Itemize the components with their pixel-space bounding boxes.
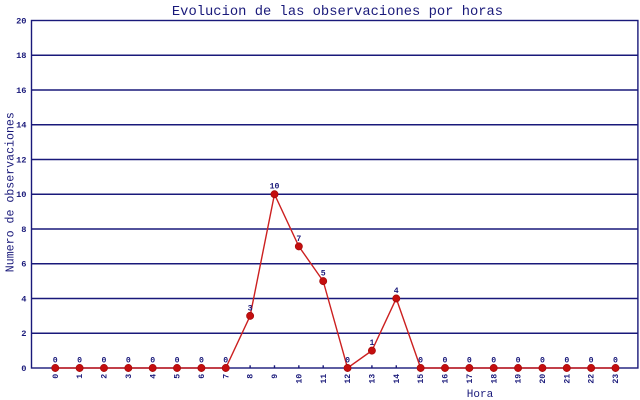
svg-text:0: 0 xyxy=(126,356,131,365)
svg-text:13: 13 xyxy=(369,374,378,384)
svg-text:0: 0 xyxy=(491,356,496,365)
svg-text:7: 7 xyxy=(296,235,301,244)
svg-text:1: 1 xyxy=(369,339,374,348)
svg-text:19: 19 xyxy=(515,374,524,384)
svg-text:23: 23 xyxy=(612,374,621,384)
svg-text:8: 8 xyxy=(21,225,26,235)
svg-text:0: 0 xyxy=(443,356,448,365)
svg-text:0: 0 xyxy=(175,356,180,365)
svg-text:11: 11 xyxy=(320,374,329,384)
svg-text:0: 0 xyxy=(77,356,82,365)
svg-text:4: 4 xyxy=(149,374,158,379)
svg-text:4: 4 xyxy=(394,287,399,296)
svg-text:0: 0 xyxy=(516,356,521,365)
svg-text:12: 12 xyxy=(344,374,353,384)
svg-text:0: 0 xyxy=(102,356,107,365)
svg-text:18: 18 xyxy=(16,51,26,61)
svg-text:0: 0 xyxy=(223,356,228,365)
svg-text:0: 0 xyxy=(199,356,204,365)
svg-text:9: 9 xyxy=(271,374,280,379)
svg-text:3: 3 xyxy=(125,374,134,379)
svg-text:0: 0 xyxy=(21,364,26,374)
svg-text:20: 20 xyxy=(539,374,548,384)
svg-text:7: 7 xyxy=(222,374,231,379)
svg-text:0: 0 xyxy=(418,356,423,365)
svg-text:0: 0 xyxy=(540,356,545,365)
svg-text:5: 5 xyxy=(321,270,326,279)
svg-text:6: 6 xyxy=(21,260,26,270)
svg-text:8: 8 xyxy=(247,374,256,379)
svg-text:14: 14 xyxy=(393,374,402,384)
svg-text:10: 10 xyxy=(16,190,26,200)
svg-text:0: 0 xyxy=(613,356,618,365)
svg-text:18: 18 xyxy=(490,374,499,384)
svg-text:2: 2 xyxy=(21,329,26,339)
svg-text:3: 3 xyxy=(248,304,253,313)
svg-text:2: 2 xyxy=(101,374,110,379)
svg-text:0: 0 xyxy=(150,356,155,365)
svg-text:10: 10 xyxy=(295,374,304,384)
svg-text:0: 0 xyxy=(53,356,58,365)
svg-text:17: 17 xyxy=(466,374,475,384)
svg-text:Hora: Hora xyxy=(467,389,494,400)
svg-text:20: 20 xyxy=(16,16,26,26)
svg-text:0: 0 xyxy=(467,356,472,365)
svg-text:16: 16 xyxy=(442,374,451,384)
svg-text:15: 15 xyxy=(417,374,426,384)
svg-text:21: 21 xyxy=(563,374,572,384)
svg-text:12: 12 xyxy=(16,155,26,165)
svg-text:0: 0 xyxy=(345,356,350,365)
svg-text:10: 10 xyxy=(270,183,280,192)
svg-text:1: 1 xyxy=(76,374,85,379)
svg-text:0: 0 xyxy=(564,356,569,365)
svg-text:4: 4 xyxy=(21,294,26,304)
svg-text:5: 5 xyxy=(174,374,183,379)
svg-text:0: 0 xyxy=(589,356,594,365)
svg-text:6: 6 xyxy=(198,374,207,379)
svg-text:Evolucion de las observaciones: Evolucion de las observaciones por horas xyxy=(172,4,503,20)
svg-text:22: 22 xyxy=(588,374,597,384)
svg-text:0: 0 xyxy=(52,374,61,379)
svg-text:14: 14 xyxy=(16,121,26,131)
svg-text:16: 16 xyxy=(16,86,26,96)
svg-text:Numero de observaciones: Numero de observaciones xyxy=(4,112,17,272)
